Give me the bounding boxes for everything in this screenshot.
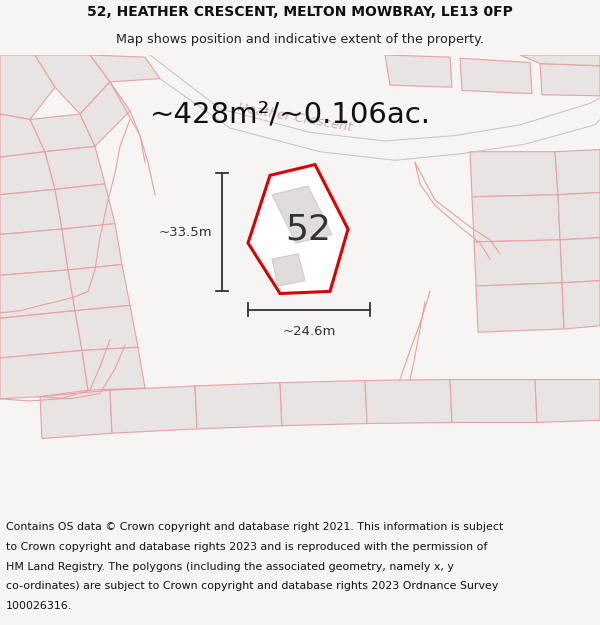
Polygon shape [0, 229, 68, 275]
Polygon shape [0, 311, 82, 358]
Polygon shape [558, 192, 600, 240]
Polygon shape [55, 184, 115, 229]
Polygon shape [540, 64, 600, 96]
Text: co-ordinates) are subject to Crown copyright and database rights 2023 Ordnance S: co-ordinates) are subject to Crown copyr… [6, 581, 499, 591]
Text: HM Land Registry. The polygons (including the associated geometry, namely x, y: HM Land Registry. The polygons (includin… [6, 562, 454, 572]
Polygon shape [45, 146, 105, 189]
Polygon shape [0, 114, 45, 157]
Text: Heather Crescent: Heather Crescent [236, 101, 353, 134]
Polygon shape [82, 348, 145, 390]
Polygon shape [62, 224, 122, 270]
Polygon shape [80, 82, 130, 146]
Polygon shape [0, 351, 88, 399]
Polygon shape [68, 264, 130, 311]
Polygon shape [385, 55, 452, 88]
Polygon shape [472, 194, 560, 242]
Polygon shape [75, 306, 138, 351]
Text: ~428m²/~0.106ac.: ~428m²/~0.106ac. [149, 100, 431, 128]
Polygon shape [272, 186, 332, 243]
Text: 100026316.: 100026316. [6, 601, 72, 611]
Polygon shape [0, 55, 55, 119]
Polygon shape [272, 254, 305, 286]
Text: ~33.5m: ~33.5m [158, 226, 212, 239]
Polygon shape [555, 149, 600, 194]
Polygon shape [40, 390, 112, 439]
Text: Map shows position and indicative extent of the property.: Map shows position and indicative extent… [116, 33, 484, 46]
Polygon shape [365, 379, 452, 424]
Polygon shape [0, 270, 75, 318]
Text: Contains OS data © Crown copyright and database right 2021. This information is : Contains OS data © Crown copyright and d… [6, 522, 503, 532]
Polygon shape [30, 114, 95, 152]
Polygon shape [0, 189, 62, 234]
Polygon shape [476, 282, 564, 332]
Text: 52, HEATHER CRESCENT, MELTON MOWBRAY, LE13 0FP: 52, HEATHER CRESCENT, MELTON MOWBRAY, LE… [87, 5, 513, 19]
Polygon shape [460, 58, 532, 94]
Polygon shape [0, 152, 55, 194]
Polygon shape [470, 152, 558, 197]
Polygon shape [280, 381, 367, 426]
Polygon shape [474, 240, 562, 286]
Polygon shape [450, 379, 537, 423]
Text: ~24.6m: ~24.6m [283, 324, 335, 338]
Polygon shape [195, 382, 282, 429]
Polygon shape [110, 386, 197, 433]
Polygon shape [35, 55, 110, 114]
Polygon shape [248, 164, 348, 294]
Text: to Crown copyright and database rights 2023 and is reproduced with the permissio: to Crown copyright and database rights 2… [6, 542, 487, 552]
Text: 52: 52 [285, 212, 331, 246]
Polygon shape [90, 55, 160, 82]
Polygon shape [560, 238, 600, 282]
Polygon shape [562, 281, 600, 329]
Polygon shape [520, 55, 600, 66]
Polygon shape [535, 379, 600, 423]
